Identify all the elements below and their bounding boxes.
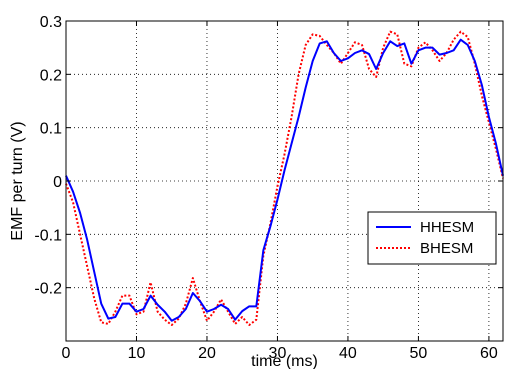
y-tick-label: 0.2 bbox=[40, 67, 62, 84]
axis-ticks: 0 10 20 30 40 50 60 -0.2 -0.1 0 0.1 0.2 0.3 bbox=[34, 14, 503, 362]
series-line-hhesm bbox=[65, 38, 504, 322]
legend: HHESM BHESM bbox=[367, 211, 497, 265]
y-tick-label: -0.2 bbox=[34, 281, 62, 298]
axes-box bbox=[65, 20, 504, 342]
x-tick-label: 40 bbox=[339, 345, 357, 362]
legend-label-hhesm: HHESM bbox=[420, 219, 474, 236]
y-axis-label: EMF per turn (V) bbox=[9, 121, 26, 240]
x-tick-label: 60 bbox=[480, 345, 498, 362]
y-tick-label: -0.1 bbox=[34, 227, 62, 244]
legend-label-bhesm: BHESM bbox=[420, 240, 473, 257]
x-tick-label: 30 bbox=[269, 345, 287, 362]
y-tick-label: 0.1 bbox=[40, 121, 62, 138]
y-tick-label: 0 bbox=[53, 174, 62, 191]
x-tick-label: 0 bbox=[62, 345, 71, 362]
series-line-bhesm bbox=[65, 30, 504, 326]
x-tick-label: 10 bbox=[128, 345, 146, 362]
grid-lines bbox=[66, 21, 503, 341]
x-axis-label: time (ms) bbox=[251, 353, 318, 369]
legend-box bbox=[367, 211, 497, 265]
x-tick-label: 50 bbox=[410, 345, 428, 362]
series-group bbox=[65, 30, 504, 326]
x-tick-label: 20 bbox=[198, 345, 216, 362]
y-tick-label: 0.3 bbox=[40, 14, 62, 31]
